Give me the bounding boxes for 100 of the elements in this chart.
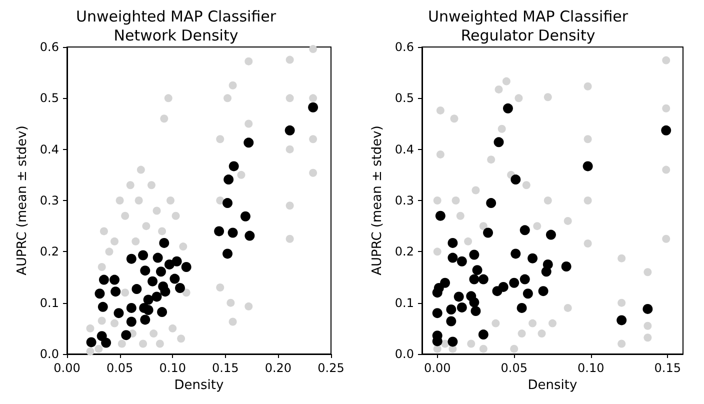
- point: [509, 278, 520, 288]
- point: [584, 196, 592, 204]
- point: [498, 282, 508, 292]
- point: [492, 319, 500, 328]
- y-axis-title: AUPRC (mean ± stdev): [15, 126, 30, 276]
- point: [433, 344, 442, 353]
- point: [142, 222, 150, 230]
- point: [618, 254, 626, 262]
- y-tick-label: 0.4: [40, 142, 59, 156]
- x-tick-label: 0.15: [212, 361, 239, 375]
- y-axis-title: AUPRC (mean ± stdev): [370, 126, 385, 276]
- point: [286, 94, 294, 102]
- point: [464, 237, 472, 246]
- y-tick-label: 0.2: [40, 244, 59, 259]
- x-tick-label: 0.10: [578, 361, 604, 375]
- point: [224, 174, 234, 185]
- point: [160, 114, 168, 123]
- point: [487, 156, 496, 164]
- point: [309, 168, 318, 177]
- point: [528, 253, 538, 264]
- point: [582, 161, 593, 172]
- point: [156, 340, 164, 348]
- point: [177, 334, 186, 343]
- point: [514, 94, 523, 102]
- point: [448, 252, 458, 263]
- point: [433, 196, 442, 204]
- point: [182, 288, 190, 297]
- point: [662, 56, 670, 64]
- point: [433, 248, 442, 256]
- chart-title: Unweighted MAP Classifier Regulator Density: [428, 8, 629, 44]
- point: [216, 196, 224, 204]
- point: [152, 206, 161, 215]
- y-tick-label: 0.5: [40, 91, 59, 106]
- point: [456, 302, 467, 312]
- y-tick-label: 0.4: [394, 142, 414, 156]
- point: [644, 322, 652, 330]
- point: [642, 304, 653, 314]
- point: [110, 286, 121, 297]
- point: [510, 344, 518, 353]
- point: [286, 56, 294, 64]
- point: [132, 237, 140, 246]
- point: [228, 228, 238, 238]
- point: [440, 278, 450, 288]
- point: [110, 237, 119, 246]
- point: [228, 161, 239, 172]
- x-axis-title: Density: [174, 378, 224, 393]
- point: [469, 297, 480, 308]
- point: [584, 135, 592, 144]
- point: [644, 268, 652, 276]
- y-tick-label: 0.2: [394, 244, 414, 259]
- point: [126, 254, 136, 264]
- x-tick-label: 0.15: [654, 361, 682, 375]
- point: [143, 294, 154, 305]
- point: [564, 304, 572, 312]
- point: [446, 316, 456, 326]
- point: [618, 298, 626, 307]
- point: [105, 248, 114, 256]
- y-tick-label: 0.0: [40, 347, 59, 361]
- point: [240, 211, 250, 222]
- point: [156, 266, 166, 277]
- point: [98, 316, 106, 325]
- point: [222, 248, 233, 259]
- point: [150, 330, 158, 338]
- point: [286, 145, 294, 154]
- point: [98, 263, 106, 272]
- point: [469, 274, 480, 284]
- point: [121, 288, 130, 297]
- point: [110, 319, 119, 328]
- point: [143, 305, 154, 315]
- point: [86, 347, 94, 356]
- point: [118, 340, 126, 348]
- point: [160, 286, 170, 297]
- point: [522, 288, 533, 299]
- point: [244, 120, 253, 128]
- point: [478, 330, 488, 340]
- y-tick-label: 0.6: [394, 40, 414, 54]
- point: [132, 284, 142, 294]
- point: [244, 230, 255, 241]
- x-tick-label: 0.00: [424, 361, 451, 375]
- point: [181, 262, 192, 272]
- point: [561, 262, 572, 272]
- point: [172, 256, 182, 266]
- point: [520, 274, 530, 284]
- point: [494, 85, 503, 94]
- point: [479, 344, 488, 353]
- point: [498, 124, 506, 133]
- point: [152, 252, 163, 263]
- point: [126, 181, 134, 190]
- point: [478, 274, 488, 284]
- y-tick-label: 0.3: [40, 194, 59, 208]
- point: [164, 94, 172, 102]
- point: [436, 150, 444, 158]
- point: [308, 102, 318, 112]
- point: [616, 315, 627, 326]
- point: [216, 283, 224, 292]
- y-tick-label: 0.1: [394, 296, 414, 310]
- point: [502, 103, 513, 114]
- point: [100, 227, 108, 236]
- point: [661, 125, 672, 136]
- point: [148, 276, 158, 286]
